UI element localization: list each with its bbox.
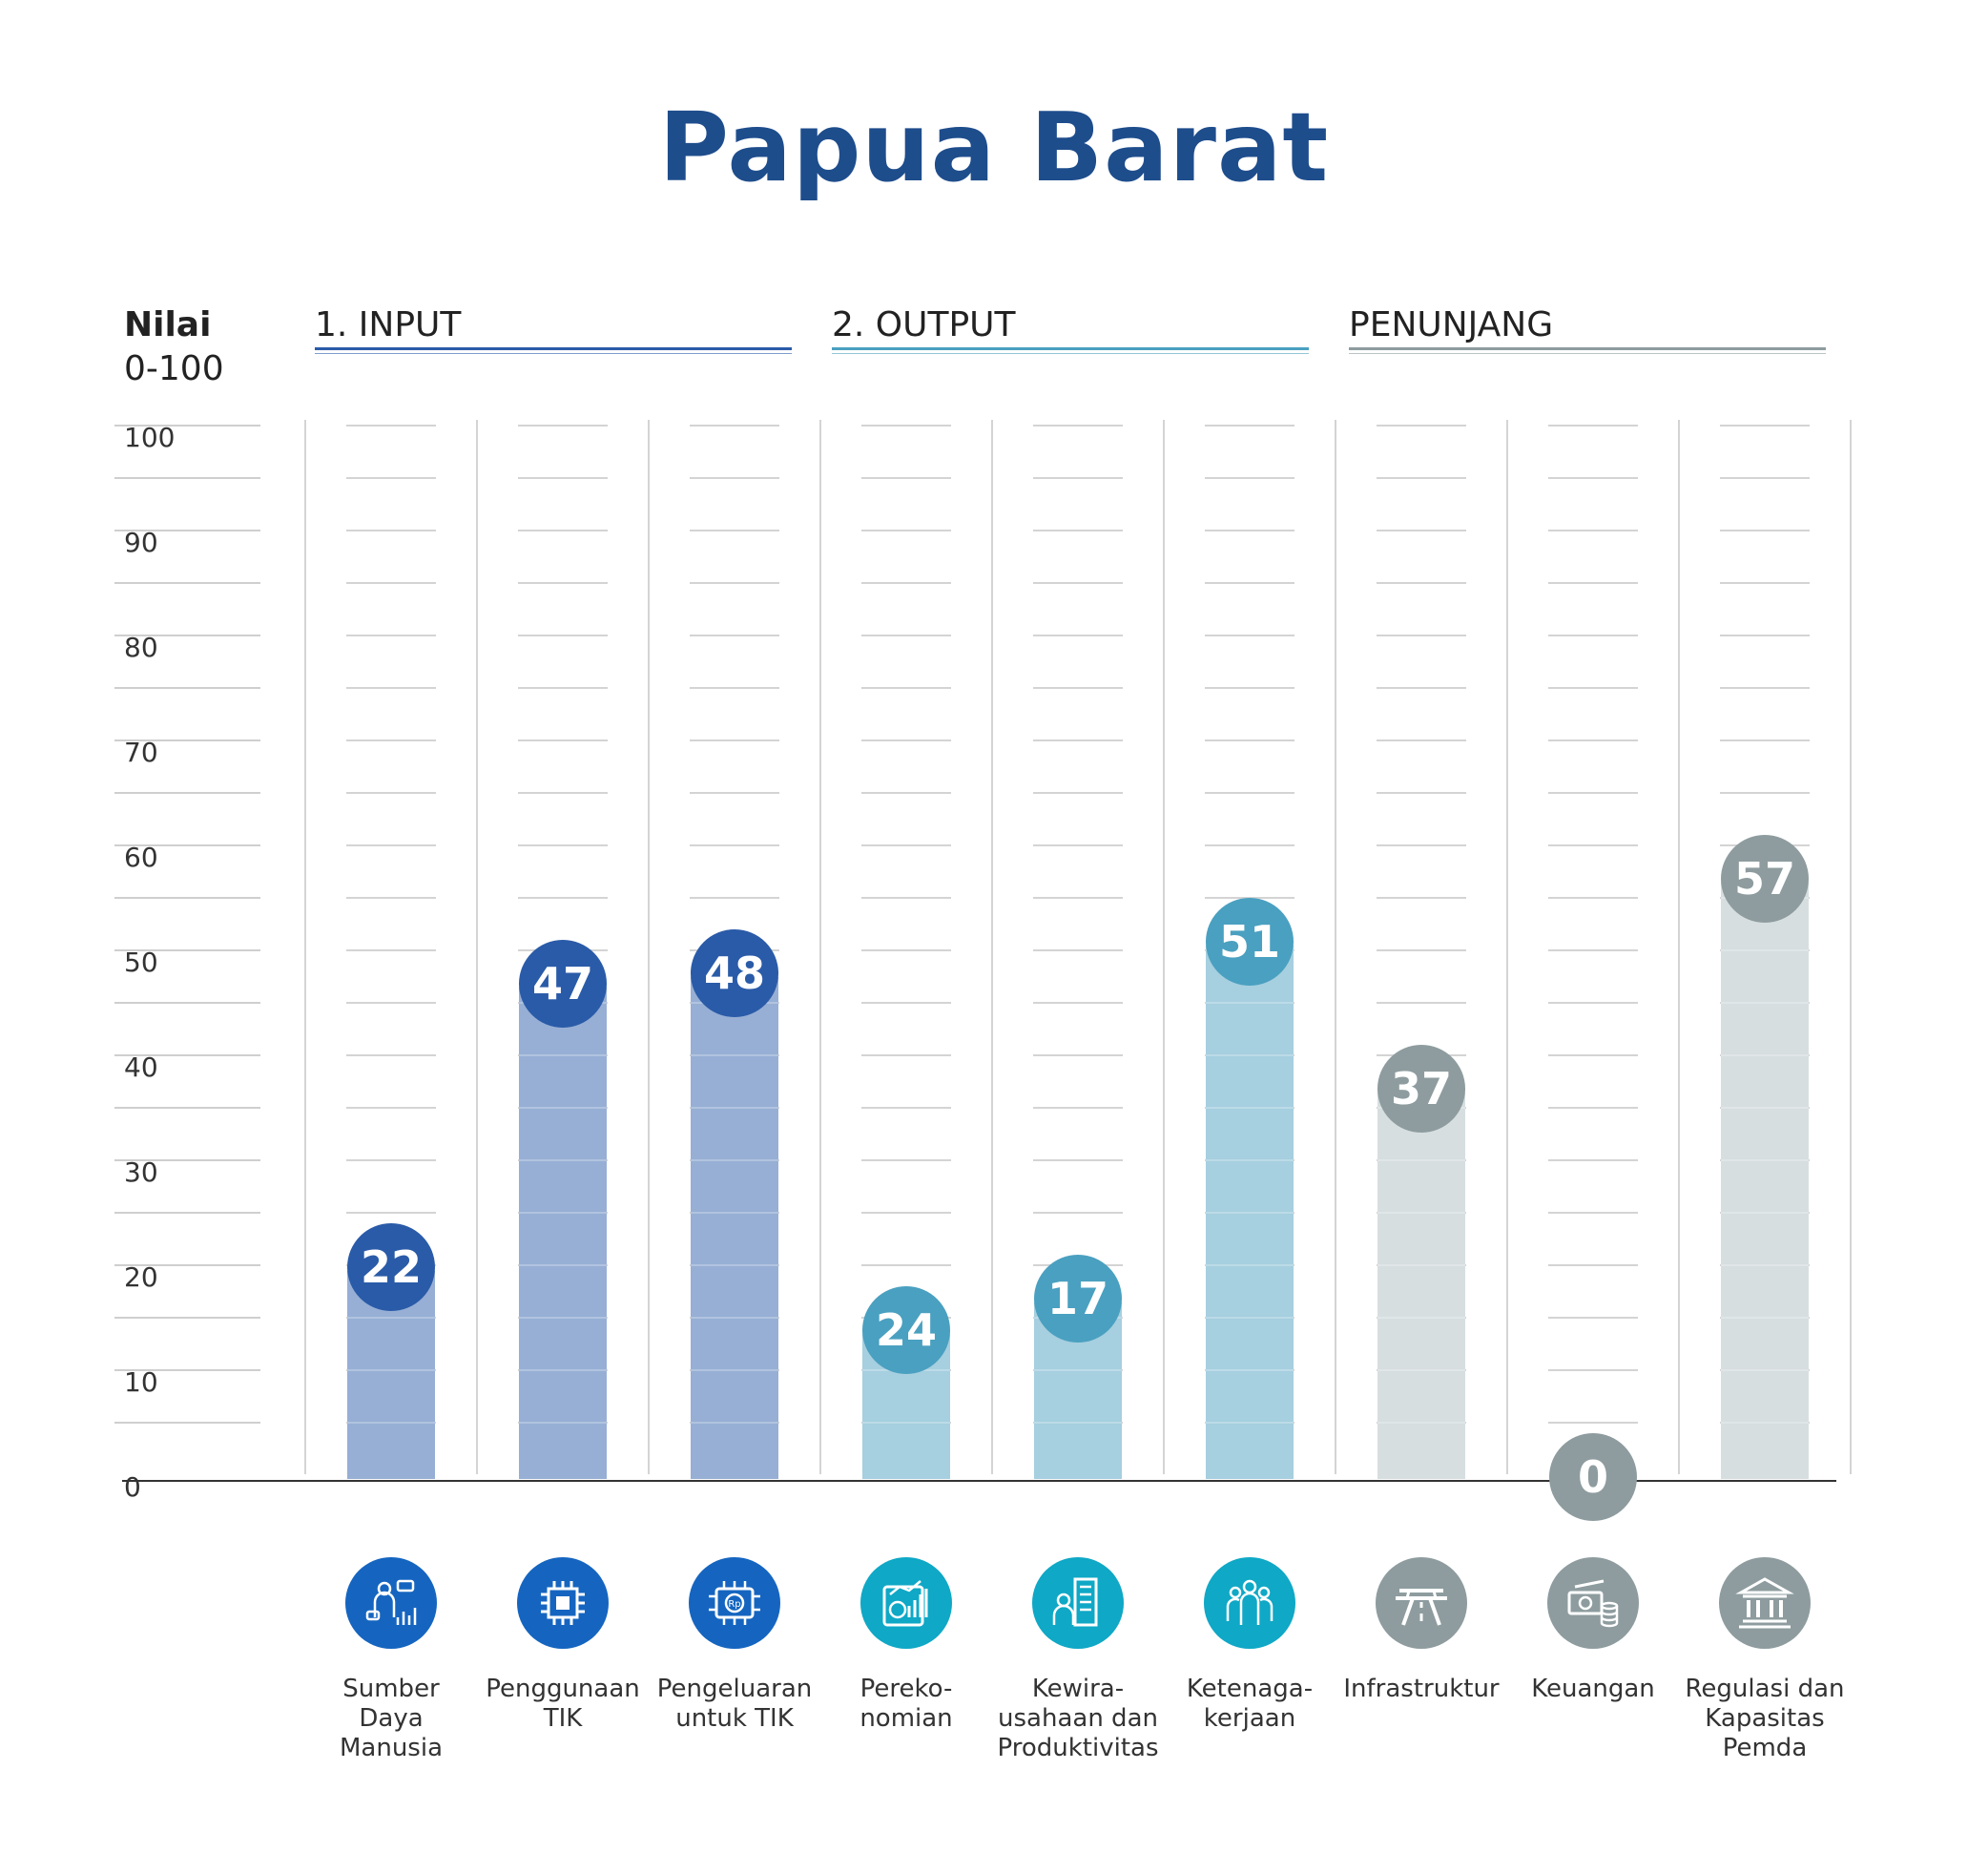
money-chip-icon: Rp <box>689 1557 780 1649</box>
value-bubble <box>691 929 778 1017</box>
value-bubble <box>1377 1045 1465 1133</box>
group-rule-output-thin <box>832 353 1309 354</box>
bar <box>1377 1093 1465 1479</box>
y-tick-label: 80 <box>124 632 158 663</box>
road-icon <box>1376 1557 1467 1649</box>
category-label: Sumber Daya Manusia <box>339 1675 444 1762</box>
value-label: 57 <box>1734 853 1795 905</box>
y-tick-label: 0 <box>124 1471 141 1503</box>
y-axis-label: Nilai <box>124 305 212 344</box>
government-building-icon <box>1719 1557 1811 1649</box>
category-label: Keuangan <box>1531 1675 1655 1703</box>
y-tick-label: 70 <box>124 737 158 768</box>
value-bubble <box>862 1286 950 1374</box>
y-tick-label: 90 <box>124 527 158 558</box>
group-rule-output <box>832 347 1309 350</box>
value-label: 48 <box>704 947 765 999</box>
value-label: 47 <box>532 958 593 1010</box>
y-tick-label: 40 <box>124 1051 158 1083</box>
value-label: 37 <box>1391 1063 1452 1114</box>
group-rule-penunjang <box>1349 347 1826 350</box>
value-bubble <box>1549 1433 1637 1521</box>
entrepreneur-building-icon <box>1032 1557 1124 1649</box>
value-bubble <box>1721 835 1809 923</box>
y-tick-label: 20 <box>124 1261 158 1293</box>
value-bubble <box>1206 898 1294 986</box>
group-rule-input <box>315 347 792 350</box>
group-rule-input-thin <box>315 353 792 354</box>
people-chart-icon <box>345 1557 437 1649</box>
category-label: Regulasi dan Kapasitas Pemda <box>1685 1675 1845 1762</box>
value-bubble <box>519 940 607 1028</box>
y-tick-label: 30 <box>124 1156 158 1188</box>
bar <box>691 977 778 1479</box>
bar <box>1206 946 1294 1479</box>
money-coins-icon <box>1547 1557 1639 1649</box>
y-tick-label: 10 <box>124 1366 158 1398</box>
value-label: 22 <box>361 1241 422 1293</box>
y-axis-range-label: 0-100 <box>124 349 224 388</box>
category-label: Pengeluaran untuk TIK <box>656 1675 813 1733</box>
group-label-input: 1. INPUT <box>315 305 462 344</box>
category-label: Kewira- usahaan dan Produktivitas <box>997 1675 1159 1762</box>
value-label: 51 <box>1219 916 1280 968</box>
category-label: Infrastruktur <box>1343 1675 1500 1703</box>
workers-icon <box>1204 1557 1295 1649</box>
chart-title: Papua Barat <box>658 92 1330 203</box>
growth-chart-icon <box>860 1557 952 1649</box>
chip-icon <box>517 1557 609 1649</box>
value-label: 24 <box>876 1304 937 1356</box>
category-label: Ketenaga- kerjaan <box>1186 1675 1314 1733</box>
y-tick-label: 60 <box>124 842 158 873</box>
value-bubble <box>347 1223 435 1311</box>
y-tick-label: 100 <box>124 422 175 453</box>
group-label-penunjang: PENUNJANG <box>1349 305 1554 344</box>
category-label: Pereko- nomian <box>859 1675 953 1733</box>
svg-text:Rp: Rp <box>728 1599 740 1610</box>
value-label: 17 <box>1047 1273 1108 1324</box>
value-label: 0 <box>1578 1451 1608 1503</box>
value-bubble <box>1034 1255 1122 1343</box>
bar <box>519 988 607 1479</box>
bar <box>1721 883 1809 1479</box>
category-label: Penggunaan TIK <box>486 1675 640 1733</box>
y-tick-label: 50 <box>124 947 158 978</box>
group-label-output: 2. OUTPUT <box>832 305 1016 344</box>
group-rule-penunjang-thin <box>1349 353 1826 354</box>
